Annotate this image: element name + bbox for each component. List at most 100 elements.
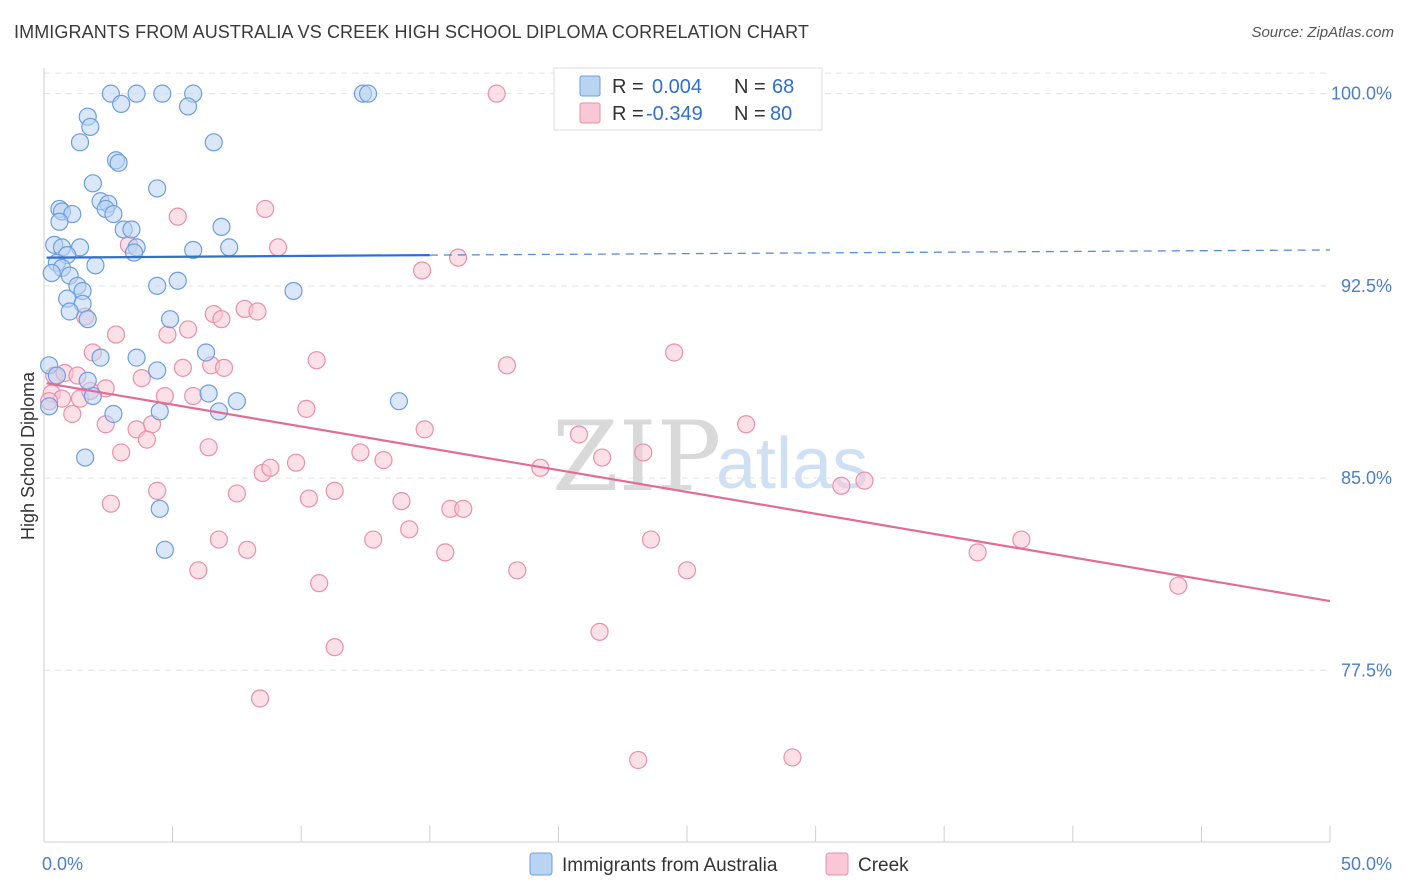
creek-point-67 [1012,530,1031,549]
creek-point-74 [310,574,329,593]
australia-point-65 [86,256,105,275]
creek-point-42 [137,430,156,449]
australia-point-1 [112,94,131,113]
creek-point-72 [508,561,527,580]
creek-point-14 [106,325,126,344]
australia-point-36 [42,263,61,283]
creek-point-41 [569,425,589,444]
chart-title: IMMIGRANTS FROM AUSTRALIA VS CREEK HIGH … [14,22,809,42]
creek-point-59 [392,492,411,511]
australia-point-11 [204,133,223,152]
australia-point-57 [150,402,169,421]
creek-point-35 [297,399,316,418]
creek-point-25 [132,369,151,388]
creek-point-43 [112,443,131,462]
series-legend: Immigrants from Australia Creek [529,852,909,876]
creek-point-44 [199,438,218,457]
creek-point-21 [214,358,234,377]
australia-point-45 [60,302,79,321]
legend-n-value-1: 68 [772,76,794,98]
grid-lines [44,72,1330,671]
australia-point-46 [78,310,97,329]
creek-point-47 [593,448,612,467]
australia-point-61 [76,448,95,467]
creek-point-19 [173,358,192,377]
y-axis-title: High School Diploma [18,371,38,540]
creek-point-63 [400,520,419,539]
creek-point-18 [497,356,517,375]
australia-point-67 [47,366,66,385]
creek-point-4 [268,238,288,257]
legend-n-label-1: N = [734,76,766,98]
creek-point-79 [629,750,648,770]
legend-r-value-1: 0.004 [652,76,702,98]
australia-point-23 [50,212,69,231]
creek-point-64 [364,530,383,549]
creek-point-54 [227,484,246,503]
creek-point-48 [374,451,393,470]
creek-point-53 [325,481,344,500]
australia-point-47 [160,310,180,329]
australia-point-49 [127,348,146,367]
australia-point-60 [40,397,59,416]
australia-point-31 [220,238,239,257]
axes [43,68,1331,843]
australia-point-10 [70,133,90,152]
legend-r-value-2: -0.349 [646,103,703,125]
creek-point-6 [412,261,432,280]
australia-point-33 [124,243,144,262]
creek-trend-line [46,382,1331,603]
creek-point-71 [189,561,208,580]
legend-swatch-pink [579,102,601,124]
legend-r-label-1: R = [612,76,644,98]
bottom-legend-swatch-blue [529,852,553,876]
australia-point-3 [153,84,172,103]
bottom-legend-swatch-pink [825,852,849,876]
legend-r-label-2: R = [612,103,644,125]
creek-point-46 [634,443,653,462]
creek-point-5 [448,248,468,267]
creek-point-62 [454,499,473,518]
creek-point-8 [248,302,267,321]
creek-point-12 [178,320,198,339]
australia-point-25 [122,220,141,239]
australia-point-59 [104,404,123,424]
creek-point-75 [1169,576,1188,595]
australia-point-5 [178,97,198,116]
australia-point-48 [196,343,216,362]
creek-point-10 [212,310,231,329]
creek-point-56 [832,476,851,495]
australia-point-42 [284,281,303,301]
creek-point-73 [677,561,697,580]
source-label: Source: ZipAtlas.com [1251,24,1394,41]
creek-point-51 [261,458,280,477]
creek-point-1 [256,199,275,219]
creek-point-49 [286,453,306,472]
legend-n-label-2: N = [734,103,766,125]
creek-point-58 [299,489,319,508]
australia-point-52 [148,361,167,380]
australia-point-15 [148,179,167,198]
creek-point-77 [325,638,344,657]
creek-point-45 [351,443,370,462]
y-tick-label-3: 100.0% [1331,84,1392,104]
australia-trend-line [46,253,430,259]
y-tick-label-1: 85.0% [1341,468,1392,488]
creek-point-13 [158,325,177,344]
australia-point-55 [227,392,246,411]
creek-point-55 [148,481,167,500]
bottom-legend-label-2: Creek [858,855,909,876]
creek-point-0 [487,84,506,103]
australia-point-7 [358,84,378,103]
legend-swatch-blue [579,75,601,97]
australia-point-26 [212,217,231,237]
creek-point-2 [168,207,187,226]
creek-point-60 [101,494,120,513]
australia-point-66 [184,240,203,260]
australia-point-54 [199,384,218,403]
legend-n-value-2: 80 [770,103,792,125]
australia-point-53 [78,371,97,390]
australia-point-2 [127,84,146,103]
y-tick-label-2: 92.5% [1341,276,1392,296]
